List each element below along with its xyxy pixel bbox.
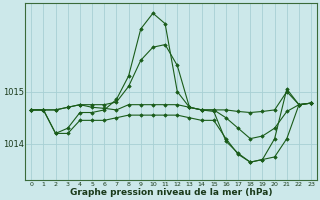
X-axis label: Graphe pression niveau de la mer (hPa): Graphe pression niveau de la mer (hPa) [70, 188, 272, 197]
